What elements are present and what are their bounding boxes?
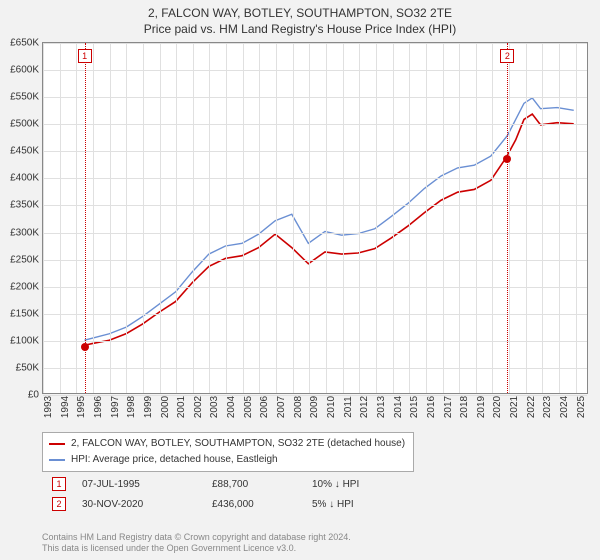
transaction-pct: 10% ↓ HPI — [312, 479, 392, 490]
y-tick-label: £550K — [10, 92, 39, 103]
x-tick-label: 2019 — [476, 396, 487, 418]
legend-swatch — [49, 443, 65, 445]
y-tick-label: £650K — [10, 38, 39, 49]
footnote: Contains HM Land Registry data © Crown c… — [42, 532, 351, 555]
y-tick-label: £400K — [10, 173, 39, 184]
transaction-row-marker: 1 — [52, 477, 66, 491]
footnote-line-1: Contains HM Land Registry data © Crown c… — [42, 532, 351, 543]
legend: 2, FALCON WAY, BOTLEY, SOUTHAMPTON, SO32… — [42, 432, 414, 472]
y-tick-label: £200K — [10, 281, 39, 292]
transaction-price: £88,700 — [212, 479, 312, 490]
x-tick-label: 2005 — [243, 396, 254, 418]
y-tick-label: £450K — [10, 146, 39, 157]
y-tick-label: £100K — [10, 335, 39, 346]
x-tick-label: 2002 — [193, 396, 204, 418]
y-tick-label: £150K — [10, 308, 39, 319]
x-tick-label: 2008 — [293, 396, 304, 418]
x-tick-label: 1995 — [76, 396, 87, 418]
legend-swatch — [49, 459, 65, 461]
transaction-marker-1: 1 — [78, 49, 92, 63]
x-tick-label: 2007 — [276, 396, 287, 418]
title-block: 2, FALCON WAY, BOTLEY, SOUTHAMPTON, SO32… — [0, 0, 600, 37]
y-tick-label: £250K — [10, 254, 39, 265]
transaction-date: 30-NOV-2020 — [82, 499, 212, 510]
y-tick-label: £300K — [10, 227, 39, 238]
legend-item: HPI: Average price, detached house, East… — [49, 452, 405, 468]
x-tick-label: 2024 — [559, 396, 570, 418]
x-tick-label: 2014 — [393, 396, 404, 418]
footnote-line-2: This data is licensed under the Open Gov… — [42, 543, 351, 554]
transaction-date: 07-JUL-1995 — [82, 479, 212, 490]
y-tick-label: £50K — [16, 362, 39, 373]
x-tick-label: 2009 — [309, 396, 320, 418]
x-tick-label: 2013 — [376, 396, 387, 418]
title-line-2: Price paid vs. HM Land Registry's House … — [0, 22, 600, 38]
x-tick-label: 2004 — [226, 396, 237, 418]
x-tick-label: 2015 — [409, 396, 420, 418]
y-tick-label: £0 — [28, 390, 39, 401]
x-tick-label: 2023 — [542, 396, 553, 418]
series-property — [84, 114, 573, 345]
transactions-table: 1 07-JUL-1995£88,70010% ↓ HPI 2 30-NOV-2020… — [42, 474, 392, 514]
x-tick-label: 2018 — [459, 396, 470, 418]
transaction-point-2 — [503, 155, 511, 163]
title-line-1: 2, FALCON WAY, BOTLEY, SOUTHAMPTON, SO32… — [0, 6, 600, 22]
x-tick-label: 2017 — [443, 396, 454, 418]
x-tick-label: 1994 — [60, 396, 71, 418]
x-tick-label: 2003 — [209, 396, 220, 418]
transaction-price: £436,000 — [212, 499, 312, 510]
series-hpi — [84, 98, 573, 340]
x-tick-label: 2000 — [160, 396, 171, 418]
x-tick-label: 2012 — [359, 396, 370, 418]
x-tick-label: 2022 — [526, 396, 537, 418]
transaction-row: 2 30-NOV-2020£436,0005% ↓ HPI — [42, 494, 392, 514]
legend-label: HPI: Average price, detached house, East… — [71, 452, 278, 468]
x-tick-label: 2021 — [509, 396, 520, 418]
x-tick-label: 2006 — [259, 396, 270, 418]
x-tick-label: 2011 — [343, 396, 354, 418]
transaction-marker-2: 2 — [500, 49, 514, 63]
chart-container: 2, FALCON WAY, BOTLEY, SOUTHAMPTON, SO32… — [0, 0, 600, 560]
x-tick-label: 2016 — [426, 396, 437, 418]
x-tick-label: 1996 — [93, 396, 104, 418]
x-tick-label: 1999 — [143, 396, 154, 418]
x-tick-label: 2001 — [176, 396, 187, 418]
y-tick-label: £500K — [10, 119, 39, 130]
legend-label: 2, FALCON WAY, BOTLEY, SOUTHAMPTON, SO32… — [71, 436, 405, 452]
y-tick-label: £350K — [10, 200, 39, 211]
legend-item: 2, FALCON WAY, BOTLEY, SOUTHAMPTON, SO32… — [49, 436, 405, 452]
transaction-pct: 5% ↓ HPI — [312, 499, 392, 510]
x-tick-label: 1998 — [126, 396, 137, 418]
plot-area: £0£50K£100K£150K£200K£250K£300K£350K£400… — [42, 42, 588, 394]
x-tick-label: 1997 — [110, 396, 121, 418]
transaction-row: 1 07-JUL-1995£88,70010% ↓ HPI — [42, 474, 392, 494]
y-tick-label: £600K — [10, 65, 39, 76]
x-tick-label: 2010 — [326, 396, 337, 418]
transaction-row-marker: 2 — [52, 497, 66, 511]
x-tick-label: 2025 — [576, 396, 587, 418]
x-tick-label: 2020 — [492, 396, 503, 418]
x-tick-label: 1993 — [43, 396, 54, 418]
transaction-point-1 — [81, 343, 89, 351]
